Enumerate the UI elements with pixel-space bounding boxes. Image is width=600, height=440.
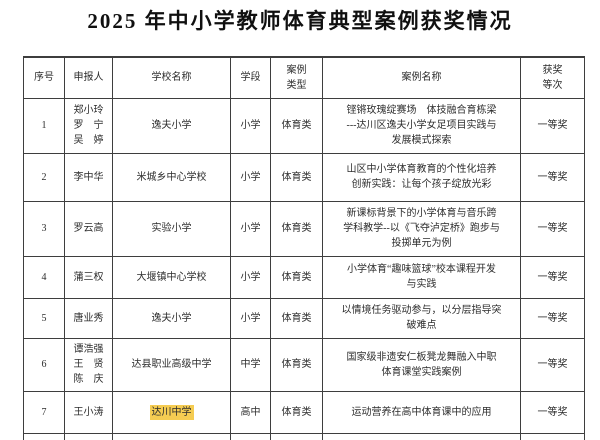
empty-cell [230,432,271,440]
cell-award-level: 一等奖 [520,97,585,154]
cell-applicant: 王小涛 [64,390,113,434]
empty-cell [322,432,521,440]
cell-school-stage: 中学 [230,337,271,392]
table-row: 6 谭浩强 王 贤 陈 庆 达县职业高级中学 中学 体育类 国家级非遗安仁板凳龙… [23,337,585,392]
table-row: 5 唐业秀 逸夫小学 小学 体育类 以情境任务驱动参与，以分层指导突 破难点 一… [23,297,585,339]
table-body: 1 郑小玲 罗 宁 吴 婷 逸夫小学 小学 体育类 铿锵玫瑰绽赛场 体技融合育栋… [23,97,585,440]
cell-school-name: 实验小学 [112,200,231,257]
school-name-text: 达县职业高级中学 [131,359,212,370]
cell-serial-number: 5 [23,297,65,339]
cell-case-type: 体育类 [270,337,323,392]
header-case-type: 案例 类型 [270,56,323,99]
table-row: 3 罗云高 实验小学 小学 体育类 新课标背景下的小学体育与音乐跨 学科教学--… [23,200,585,257]
table-row: 2 李中华 米城乡中心学校 小学 体育类 山区中小学体育教育的个性化培养 创新实… [23,152,585,202]
cell-school-name: 大堰镇中心学校 [112,255,231,299]
cell-award-level: 一等奖 [520,337,585,392]
cell-case-name: 小学体育“趣味篮球”校本课程开发 与实践 [322,255,521,299]
cell-applicant: 唐业秀 [64,297,113,339]
header-row: 序号 申报人 学校名称 学段 案例 类型 案例名称 获奖 等次 [23,56,585,99]
empty-cell [112,432,231,440]
cell-school-stage: 小学 [230,97,271,154]
empty-cell [64,432,113,440]
awards-table: 序号 申报人 学校名称 学段 案例 类型 案例名称 获奖 等次 1 郑小玲 罗 … [23,56,585,440]
cell-applicant: 谭浩强 王 贤 陈 庆 [64,337,113,392]
header-award-level: 获奖 等次 [520,56,585,99]
cell-school-name: 达县职业高级中学 [112,337,231,392]
cell-case-type: 体育类 [270,390,323,434]
cell-serial-number: 4 [23,255,65,299]
cell-school-name: 逸夫小学 [112,297,231,339]
cell-school-stage: 小学 [230,297,271,339]
cell-case-type: 体育类 [270,200,323,257]
cell-case-type: 体育类 [270,97,323,154]
cell-case-name: 国家级非遗安仁板凳龙舞融入中职 体育课堂实践案例 [322,337,521,392]
cell-serial-number: 1 [23,97,65,154]
cell-award-level: 一等奖 [520,297,585,339]
cell-case-type: 体育类 [270,255,323,299]
school-name-text: 达川中学 [149,404,194,420]
cell-school-stage: 小学 [230,255,271,299]
cell-applicant: 李中华 [64,152,113,202]
header-school-name: 学校名称 [112,56,231,99]
school-name-text: 逸夫小学 [151,120,192,131]
table-row: 4 蒲三权 大堰镇中心学校 小学 体育类 小学体育“趣味篮球”校本课程开发 与实… [23,255,585,299]
cell-school-name: 逸夫小学 [112,97,231,154]
cell-award-level: 一等奖 [520,255,585,299]
table-row: 7 王小涛 达川中学 高中 体育类 运动营养在高中体育课中的应用 一等奖 [23,390,585,434]
cell-school-name: 达川中学 [112,390,231,434]
cell-serial-number: 6 [23,337,65,392]
empty-cell [270,432,323,440]
cell-case-name: 新课标背景下的小学体育与音乐跨 学科教学--以《飞夺泸定桥》跑步与 投掷单元为例 [322,200,521,257]
cell-school-stage: 小学 [230,152,271,202]
cell-applicant: 郑小玲 罗 宁 吴 婷 [64,97,113,154]
cell-school-stage: 小学 [230,200,271,257]
cell-applicant: 蒲三权 [64,255,113,299]
cell-award-level: 一等奖 [520,200,585,257]
school-name-text: 大堰镇中心学校 [136,271,207,283]
cell-school-stage: 高中 [230,390,271,434]
cell-case-type: 体育类 [270,297,323,339]
cell-case-name: 铿锵玫瑰绽赛场 体技融合育栋梁 ---达川区逸夫小学女足项目实践与 发展模式探索 [322,97,521,154]
cell-award-level: 一等奖 [520,152,585,202]
empty-cell [520,432,585,440]
school-name-text: 实验小学 [151,223,192,234]
school-name-text: 逸夫小学 [151,312,192,324]
cell-applicant: 罗云高 [64,200,113,257]
empty-cell [23,432,65,440]
header-school-stage: 学段 [230,56,271,99]
cell-serial-number: 7 [23,390,65,434]
cell-school-name: 米城乡中心学校 [112,152,231,202]
header-applicant: 申报人 [64,56,113,99]
header-serial-number: 序号 [23,56,65,99]
table-header: 序号 申报人 学校名称 学段 案例 类型 案例名称 获奖 等次 [23,56,585,99]
school-name-text: 米城乡中心学校 [136,171,207,183]
cell-case-name: 山区中小学体育教育的个性化培养 创新实践：让每个孩子绽放光彩 [322,152,521,202]
partial-next-row [23,432,585,440]
table-row: 1 郑小玲 罗 宁 吴 婷 逸夫小学 小学 体育类 铿锵玫瑰绽赛场 体技融合育栋… [23,97,585,154]
cell-serial-number: 2 [23,152,65,202]
cell-award-level: 一等奖 [520,390,585,434]
cell-case-name: 以情境任务驱动参与，以分层指导突 破难点 [322,297,521,339]
header-case-name: 案例名称 [322,56,521,99]
cell-case-name: 运动营养在高中体育课中的应用 [322,390,521,434]
cell-serial-number: 3 [23,200,65,257]
page-title: 2025 年中小学教师体育典型案例获奖情况 [87,9,513,33]
cell-case-type: 体育类 [270,152,323,202]
